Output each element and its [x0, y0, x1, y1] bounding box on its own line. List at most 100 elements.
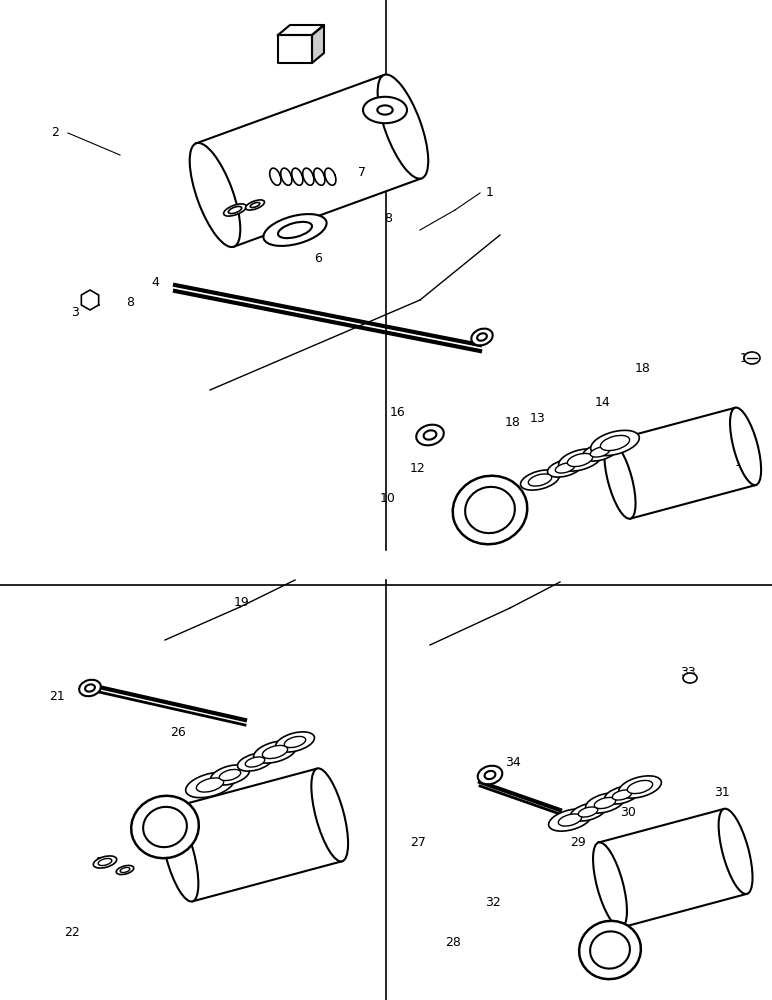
Text: 5: 5 [271, 235, 279, 248]
Text: 20: 20 [160, 816, 176, 828]
Text: 13: 13 [530, 412, 546, 424]
Ellipse shape [604, 441, 635, 519]
Ellipse shape [219, 769, 241, 781]
Ellipse shape [245, 757, 265, 767]
Ellipse shape [80, 680, 101, 696]
Ellipse shape [284, 736, 306, 748]
Ellipse shape [278, 222, 312, 238]
Text: 29: 29 [571, 836, 586, 848]
Ellipse shape [604, 786, 639, 804]
Ellipse shape [579, 921, 641, 979]
Text: 24: 24 [205, 776, 221, 788]
Ellipse shape [601, 435, 630, 451]
Ellipse shape [744, 352, 760, 364]
Text: 14: 14 [595, 396, 611, 410]
Ellipse shape [585, 793, 625, 813]
Ellipse shape [263, 214, 327, 246]
Text: 21: 21 [49, 690, 65, 704]
Ellipse shape [593, 842, 627, 928]
Ellipse shape [590, 931, 630, 969]
Text: 30: 30 [620, 806, 636, 818]
Polygon shape [610, 408, 756, 519]
Ellipse shape [618, 776, 662, 798]
Text: 4: 4 [151, 275, 159, 288]
Ellipse shape [416, 425, 444, 445]
Text: 32: 32 [485, 896, 501, 908]
Ellipse shape [211, 765, 249, 785]
Ellipse shape [311, 768, 348, 861]
Text: 7: 7 [358, 165, 366, 178]
Ellipse shape [612, 790, 631, 800]
Text: 12: 12 [410, 462, 426, 475]
Text: 11: 11 [735, 456, 751, 468]
Text: 6: 6 [314, 251, 322, 264]
Text: 34: 34 [505, 756, 521, 768]
Ellipse shape [478, 766, 503, 784]
Ellipse shape [229, 206, 242, 214]
Text: 8: 8 [384, 212, 392, 225]
Text: 3: 3 [71, 306, 79, 318]
Text: 15: 15 [740, 352, 756, 364]
Ellipse shape [253, 741, 296, 763]
Polygon shape [312, 25, 324, 63]
Ellipse shape [363, 97, 407, 123]
Text: 18: 18 [505, 416, 521, 430]
Text: 10: 10 [380, 491, 396, 504]
Ellipse shape [730, 408, 761, 485]
Text: 31: 31 [714, 786, 730, 798]
Ellipse shape [190, 143, 240, 247]
Polygon shape [278, 25, 324, 35]
Text: 2: 2 [51, 125, 59, 138]
Ellipse shape [628, 780, 652, 794]
Ellipse shape [378, 75, 428, 179]
Ellipse shape [117, 865, 134, 875]
Text: 18: 18 [635, 361, 651, 374]
Ellipse shape [485, 771, 496, 779]
Ellipse shape [591, 447, 610, 457]
Text: 8: 8 [126, 296, 134, 308]
Ellipse shape [555, 463, 574, 473]
Text: 33: 33 [680, 666, 696, 678]
Ellipse shape [131, 796, 199, 858]
Ellipse shape [378, 105, 393, 115]
Text: 16: 16 [390, 406, 406, 420]
Text: 23: 23 [95, 856, 111, 868]
Ellipse shape [85, 684, 95, 692]
Ellipse shape [472, 329, 493, 345]
Ellipse shape [583, 443, 618, 461]
Ellipse shape [262, 745, 288, 759]
Ellipse shape [224, 204, 246, 216]
Polygon shape [168, 769, 342, 901]
Text: 28: 28 [445, 936, 461, 948]
Ellipse shape [683, 673, 697, 683]
Ellipse shape [161, 808, 198, 902]
Polygon shape [196, 75, 422, 247]
Ellipse shape [578, 807, 598, 817]
Ellipse shape [245, 200, 265, 210]
Text: 19: 19 [234, 595, 250, 608]
Ellipse shape [120, 867, 130, 873]
Ellipse shape [238, 753, 273, 771]
Ellipse shape [196, 778, 224, 792]
Text: 27: 27 [410, 836, 426, 848]
Ellipse shape [186, 772, 235, 798]
Ellipse shape [571, 803, 605, 821]
Text: 22: 22 [64, 926, 80, 938]
Ellipse shape [477, 333, 487, 341]
Polygon shape [278, 35, 312, 63]
Ellipse shape [547, 459, 583, 477]
Ellipse shape [250, 202, 259, 208]
Text: 25: 25 [285, 736, 301, 748]
Text: 26: 26 [170, 726, 186, 738]
Polygon shape [598, 809, 747, 928]
Polygon shape [81, 290, 99, 310]
Ellipse shape [93, 856, 117, 868]
Ellipse shape [276, 732, 314, 752]
Ellipse shape [719, 809, 753, 894]
Ellipse shape [559, 449, 601, 471]
Ellipse shape [143, 807, 187, 847]
Ellipse shape [528, 474, 552, 486]
Ellipse shape [520, 470, 560, 490]
Ellipse shape [452, 476, 527, 544]
Ellipse shape [594, 797, 616, 809]
